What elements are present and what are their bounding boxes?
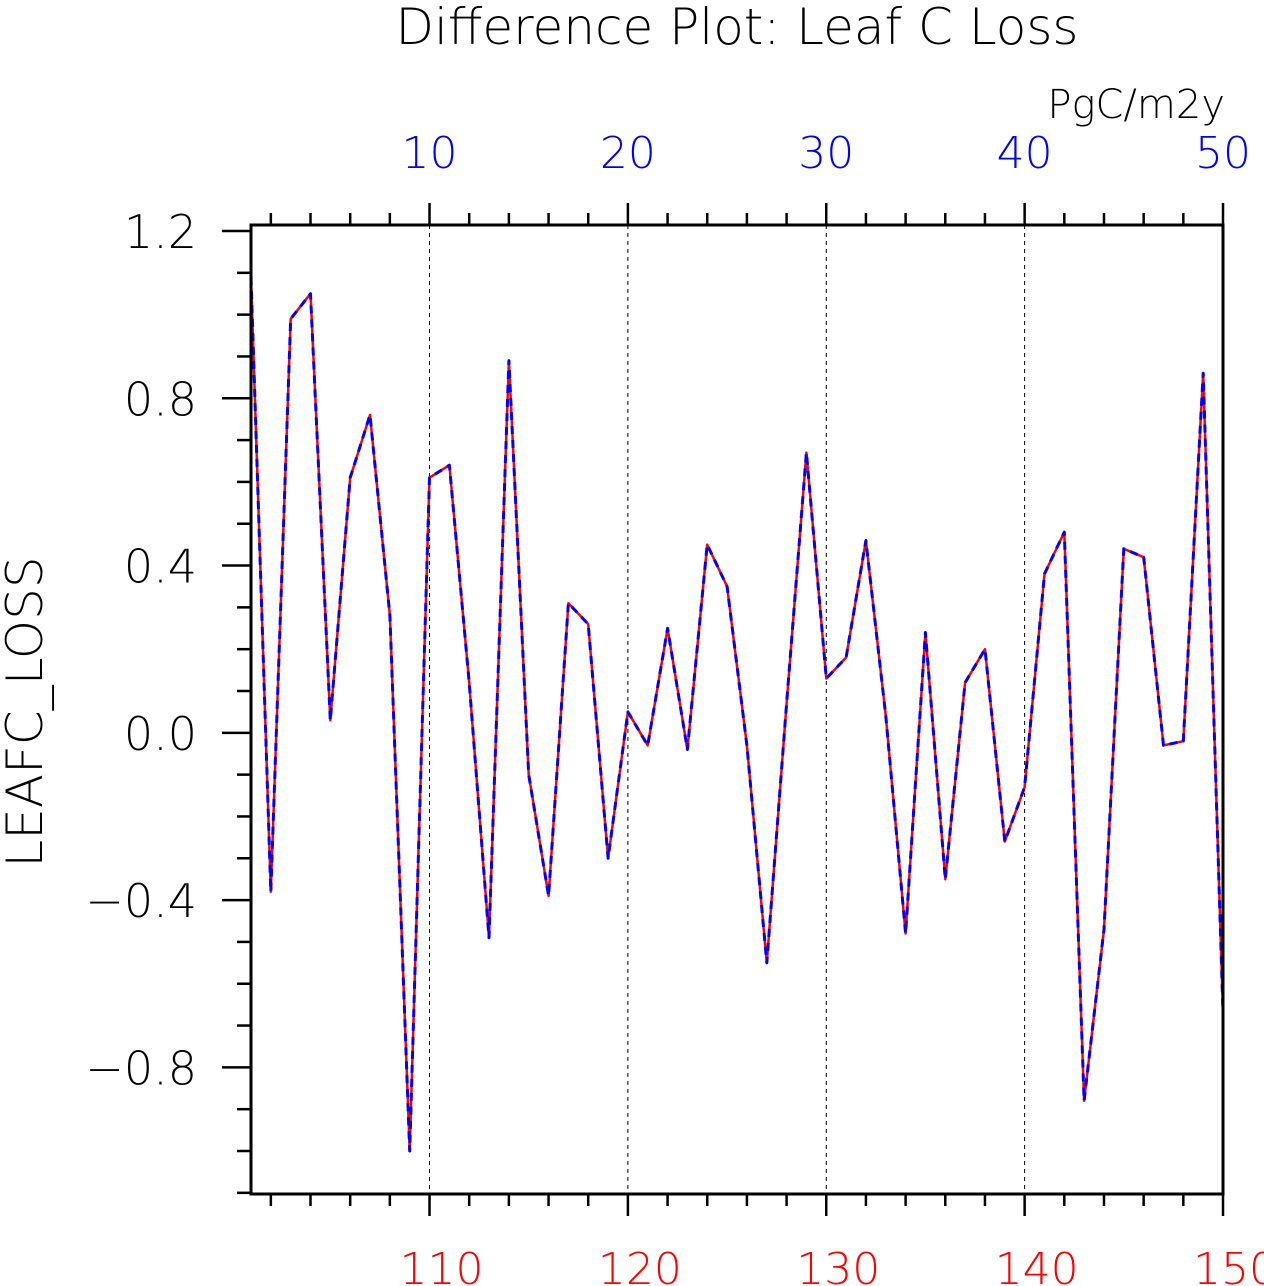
chart-title: Difference Plot: Leaf C Loss bbox=[396, 0, 1079, 56]
y-tick-label: 1.2 bbox=[124, 205, 197, 259]
y-tick-label: −0.8 bbox=[85, 1041, 197, 1095]
top-x-tick-label: 10 bbox=[402, 128, 458, 179]
tick-labels: 1.2 0.8 0.4 0.0 −0.4 −0.8 110 120 130 140 150 10 20 3… bbox=[85, 128, 1264, 1286]
red-solid-series-line bbox=[249, 276, 1225, 1153]
bottom-x-tick-label: 150 bbox=[1193, 1244, 1264, 1286]
y-tick-label: 0.4 bbox=[124, 540, 197, 594]
top-x-tick-label: 50 bbox=[1195, 128, 1251, 179]
bottom-x-tick-label: 140 bbox=[995, 1244, 1079, 1286]
y-tick-label: −0.4 bbox=[85, 874, 197, 928]
units-label: PgC/m2y bbox=[1047, 82, 1225, 128]
plot-frame bbox=[249, 223, 1225, 1196]
grid-lines bbox=[429, 225, 1026, 1194]
y-axis-label: LEAFC_LOSS bbox=[0, 556, 54, 867]
axis-ticks bbox=[222, 203, 1225, 1216]
bottom-x-tick-label: 130 bbox=[796, 1244, 880, 1286]
bottom-x-tick-label: 120 bbox=[598, 1244, 682, 1286]
top-x-tick-label: 40 bbox=[997, 128, 1053, 179]
top-x-tick-label: 20 bbox=[600, 128, 656, 179]
y-tick-label: 0.8 bbox=[124, 372, 197, 426]
blue-dashed-series-line bbox=[249, 276, 1225, 1153]
bottom-x-tick-label: 110 bbox=[400, 1244, 484, 1286]
top-x-tick-label: 30 bbox=[798, 128, 854, 179]
series-lines bbox=[249, 276, 1225, 1153]
y-tick-label: 0.0 bbox=[124, 707, 197, 761]
